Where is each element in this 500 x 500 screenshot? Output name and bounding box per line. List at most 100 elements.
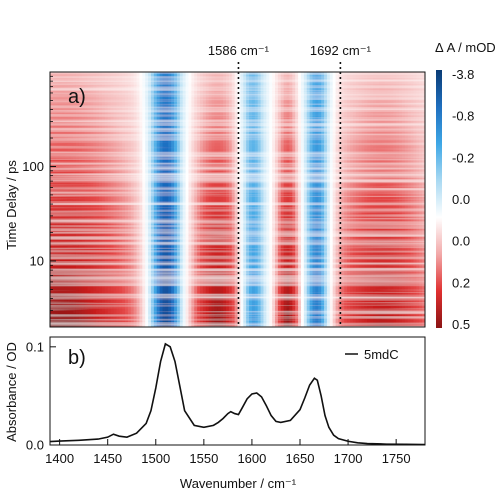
heatmap-cell	[390, 295, 394, 300]
heatmap-cell	[122, 287, 126, 291]
heatmap-cell	[67, 312, 71, 317]
heatmap-cell	[182, 321, 187, 325]
heatmap-cell	[55, 264, 60, 269]
heatmap-cell	[390, 298, 394, 303]
heatmap-cell	[303, 321, 308, 325]
heatmap-cell	[122, 276, 126, 280]
heatmap-cell	[113, 324, 117, 327]
heatmap-cell	[133, 301, 138, 305]
heatmap-cell	[176, 281, 181, 286]
heatmap-cell	[384, 270, 389, 274]
heatmap-cell	[130, 273, 135, 277]
heatmap-cell	[404, 304, 409, 308]
heatmap-cell	[410, 284, 415, 288]
heatmap-cell	[214, 310, 218, 314]
heatmap-cell	[289, 301, 293, 305]
heatmap-cell	[208, 324, 213, 327]
heatmap-cell	[292, 290, 296, 294]
heatmap-cell	[87, 290, 91, 294]
heatmap-cell	[329, 315, 334, 320]
heatmap-cell	[50, 267, 54, 271]
heatmap-cell	[272, 281, 276, 286]
heatmap-cell	[153, 290, 158, 294]
heatmap-cell	[185, 315, 190, 320]
heatmap-cell	[93, 318, 97, 322]
heatmap-cell	[347, 276, 351, 280]
heatmap-cell	[410, 304, 415, 308]
heatmap-cell	[159, 315, 164, 320]
heatmap-cell	[249, 318, 253, 322]
heatmap-cell	[384, 276, 389, 280]
heatmap-cell	[165, 318, 169, 322]
heatmap-cell	[280, 287, 285, 291]
heatmap-cell	[289, 267, 293, 271]
heatmap-cell	[194, 295, 198, 300]
heatmap-cell	[142, 315, 146, 320]
heatmap-cell	[298, 307, 302, 311]
heatmap-cell	[254, 295, 259, 300]
heatmap-cell	[165, 261, 169, 266]
heatmap-cell	[122, 312, 126, 317]
heatmap-cell	[61, 259, 66, 263]
heatmap-cell	[292, 287, 296, 291]
heatmap-cell	[130, 324, 135, 327]
heatmap-cell	[367, 281, 371, 286]
heatmap-cell	[52, 318, 57, 322]
heatmap-cell	[191, 284, 195, 288]
heatmap-cell	[217, 273, 221, 277]
heatmap-cell	[171, 304, 175, 308]
heatmap-cell	[104, 284, 109, 288]
heatmap-cell	[234, 321, 239, 325]
heatmap-cell	[174, 261, 178, 266]
heatmap-cell	[70, 284, 74, 288]
heatmap-cell	[384, 281, 389, 286]
heatmap-cell	[127, 304, 132, 308]
heatmap-cell	[390, 270, 394, 274]
heatmap-cell	[303, 284, 308, 288]
heatmap-cell	[306, 324, 311, 327]
heatmap-cell	[122, 278, 126, 283]
heatmap-cell	[168, 324, 172, 327]
heatmap-cell	[283, 304, 288, 308]
heatmap-cell	[292, 321, 296, 325]
heatmap-cell	[309, 310, 314, 314]
heatmap-cell	[275, 281, 279, 286]
heatmap-cell	[171, 284, 175, 288]
heatmap-cell	[139, 304, 143, 308]
heatmap-cell	[113, 321, 117, 325]
heatmap-cell	[280, 267, 285, 271]
heatmap-cell	[191, 310, 195, 314]
heatmap-cell	[329, 310, 334, 314]
heatmap-cell	[162, 321, 166, 325]
heatmap-cell	[341, 312, 345, 317]
heatmap-cell	[179, 264, 184, 269]
heatmap-cell	[361, 312, 366, 317]
heatmap-cell	[364, 304, 368, 308]
heatmap-cell	[283, 318, 288, 322]
heatmap-cell	[283, 270, 288, 274]
heatmap-cell	[197, 278, 201, 283]
heatmap-cell	[188, 310, 192, 314]
heatmap-cell	[148, 307, 152, 311]
heatmap-cell	[150, 310, 155, 314]
heatmap-cell	[139, 293, 143, 297]
heatmap-cell	[81, 276, 86, 280]
heatmap-cell	[266, 324, 270, 327]
heatmap-cell	[228, 295, 233, 300]
heatmap-cell	[113, 310, 117, 314]
heatmap-cell	[150, 315, 155, 320]
heatmap-cell	[145, 318, 149, 322]
heatmap-cell	[99, 295, 103, 300]
heatmap-cell	[300, 293, 305, 297]
heatmap-cell	[220, 298, 224, 303]
heatmap-cell	[295, 281, 299, 286]
heatmap-cell	[197, 298, 201, 303]
heatmap-cell	[153, 281, 158, 286]
heatmap-cell	[373, 261, 377, 266]
heatmap-cell	[90, 287, 94, 291]
heatmap-cell	[306, 310, 311, 314]
heatmap-cell	[162, 276, 166, 280]
heatmap-cell	[240, 270, 244, 274]
heatmap-cell	[174, 312, 178, 317]
